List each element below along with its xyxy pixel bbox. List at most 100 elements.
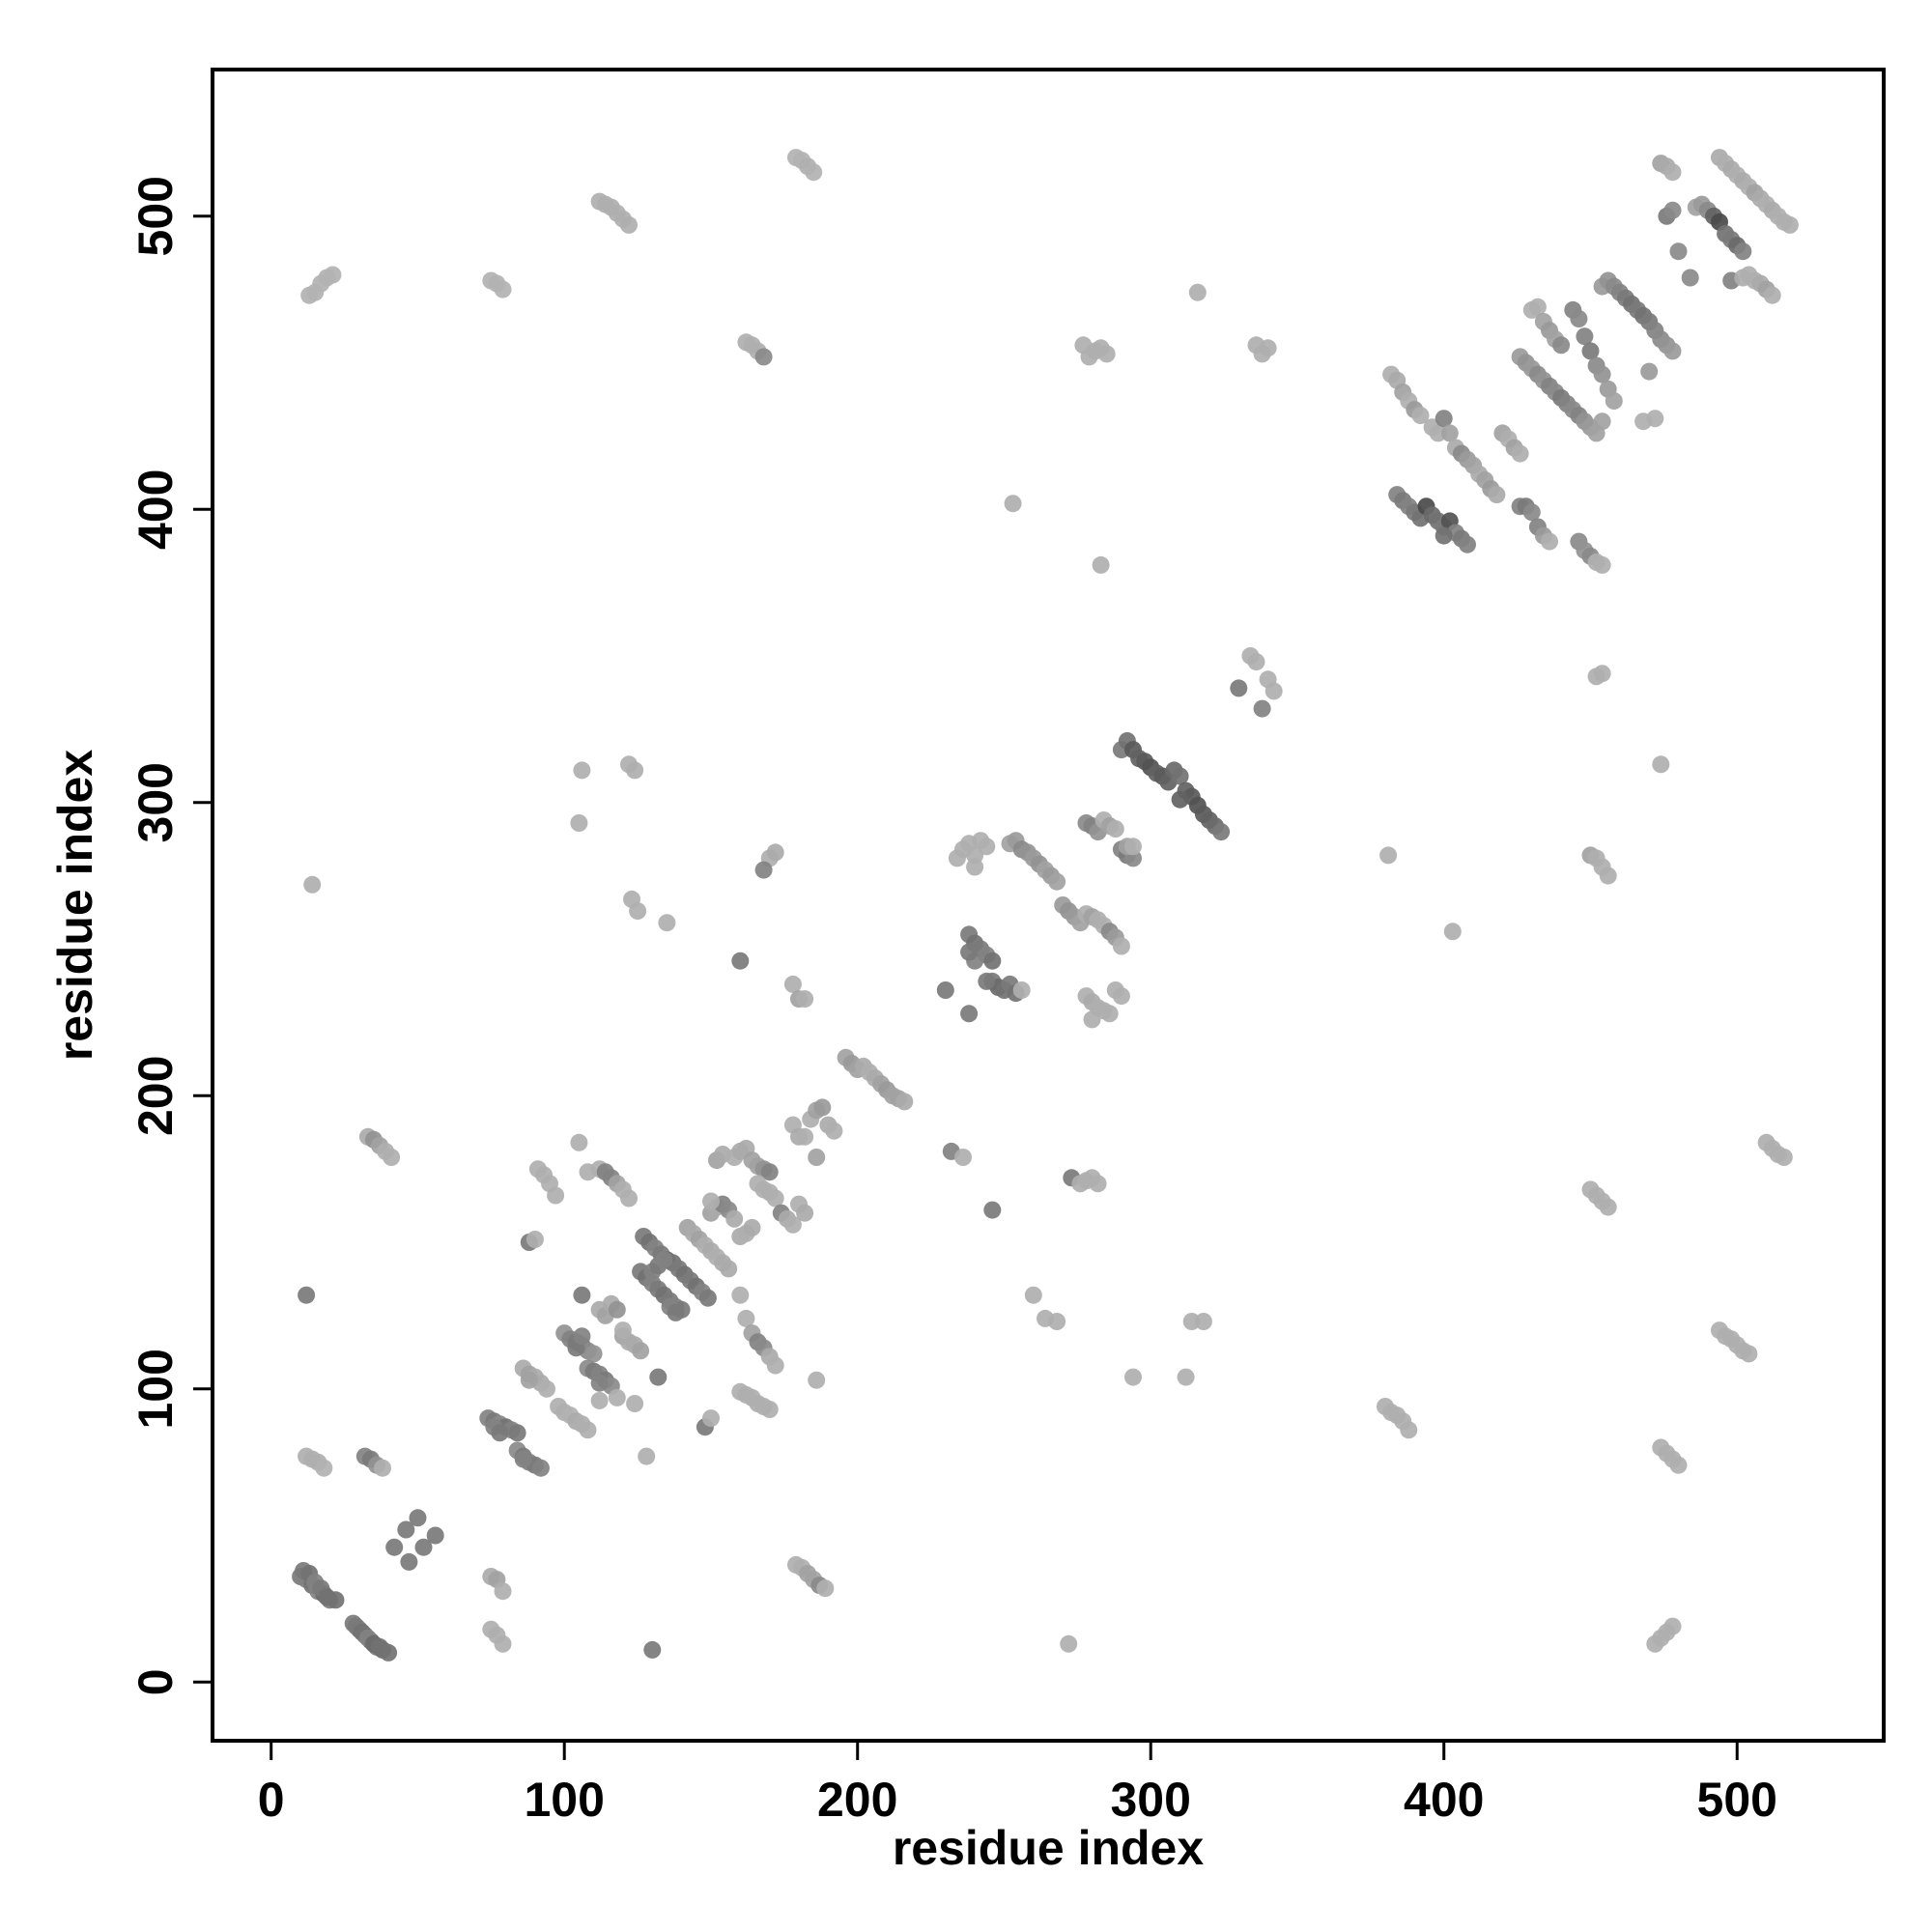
contact-point xyxy=(1004,495,1022,513)
contact-point xyxy=(573,1286,591,1304)
contact-point xyxy=(1775,1149,1793,1166)
contact-point xyxy=(1083,1010,1101,1029)
contact-point xyxy=(1576,327,1594,346)
contact-point xyxy=(1528,298,1547,316)
scatter-points xyxy=(292,149,1799,1662)
x-tick-label: 100 xyxy=(524,1773,604,1827)
contact-point xyxy=(632,1342,650,1360)
contact-point xyxy=(1681,269,1699,287)
contact-point xyxy=(1669,1456,1688,1474)
contact-point xyxy=(1097,345,1116,363)
contact-point xyxy=(1048,872,1066,891)
contact-point xyxy=(783,1215,802,1234)
contact-point xyxy=(514,1450,532,1468)
contact-point xyxy=(1092,555,1110,574)
contact-point xyxy=(1012,981,1031,999)
contact-point xyxy=(590,1391,609,1409)
contact-point xyxy=(1253,699,1271,718)
contact-point xyxy=(1259,339,1277,357)
contact-point xyxy=(520,1371,538,1389)
contact-point xyxy=(754,348,773,366)
contact-point xyxy=(1581,342,1600,360)
y-tick-label: 200 xyxy=(128,1056,183,1136)
contact-point xyxy=(966,858,984,876)
contact-point xyxy=(573,1327,591,1346)
contact-point xyxy=(816,1579,835,1598)
contact-point xyxy=(667,1303,685,1321)
contact-point xyxy=(1488,486,1506,504)
contact-point xyxy=(620,215,638,234)
contact-point xyxy=(1593,665,1611,683)
contact-point xyxy=(1511,444,1529,463)
x-tick-label: 300 xyxy=(1111,1773,1191,1827)
contact-point xyxy=(1570,310,1588,327)
contact-point xyxy=(1435,410,1453,428)
contact-point xyxy=(1024,1286,1042,1304)
contact-point xyxy=(766,1356,784,1375)
contact-point xyxy=(626,1395,644,1412)
contact-point xyxy=(531,1459,550,1477)
contact-point xyxy=(702,1409,720,1428)
contact-point xyxy=(494,1634,512,1653)
contact-point xyxy=(1124,1368,1142,1386)
y-axis: 0 100 200 300 400 500 xyxy=(128,176,213,1695)
contact-point xyxy=(783,975,802,993)
contact-point xyxy=(1124,838,1142,856)
y-tick-label: 0 xyxy=(128,1668,183,1695)
contact-point xyxy=(298,1286,316,1304)
contact-point xyxy=(1440,424,1459,442)
x-axis: 0 100 200 300 400 500 xyxy=(258,1741,1777,1827)
contact-point xyxy=(1652,755,1670,774)
contact-point xyxy=(1593,412,1611,431)
contact-point xyxy=(720,1260,738,1278)
contact-point xyxy=(760,1163,779,1181)
contact-point xyxy=(731,952,750,970)
contact-point xyxy=(1640,362,1659,381)
contact-point xyxy=(1459,535,1476,554)
contact-point xyxy=(1599,1198,1617,1216)
contact-point xyxy=(1212,823,1231,841)
contact-point xyxy=(1435,526,1453,545)
contact-point xyxy=(547,1186,565,1205)
contact-point xyxy=(760,1401,779,1418)
contact-point xyxy=(796,1204,814,1222)
contact-point xyxy=(1634,412,1653,431)
contact-point xyxy=(936,981,954,999)
contact-point xyxy=(766,843,784,862)
contact-point xyxy=(1522,503,1541,522)
contact-point xyxy=(1663,342,1682,360)
contact-point xyxy=(1669,242,1688,261)
contact-point xyxy=(573,761,591,780)
contact-point xyxy=(1593,365,1611,384)
contact-point xyxy=(629,902,647,921)
y-axis-title: residue index xyxy=(48,750,102,1062)
contact-point xyxy=(409,1509,427,1527)
contact-point xyxy=(983,952,1002,970)
x-tick-label: 0 xyxy=(258,1773,285,1827)
contact-point xyxy=(643,1640,662,1659)
y-tick-label: 400 xyxy=(128,469,183,550)
contact-point xyxy=(1740,1345,1758,1363)
contact-point xyxy=(1106,820,1124,838)
contact-point xyxy=(1552,336,1571,355)
contact-point xyxy=(978,972,996,990)
contact-point xyxy=(570,1133,588,1151)
contact-point xyxy=(754,861,773,879)
contact-point xyxy=(1663,1617,1682,1635)
contact-point xyxy=(1177,1368,1195,1386)
contact-point xyxy=(620,1189,638,1208)
contact-point xyxy=(1400,1421,1418,1439)
contact-point xyxy=(613,1321,632,1340)
contact-point xyxy=(491,1424,509,1442)
plot-frame xyxy=(211,68,1886,1743)
contact-point xyxy=(1593,555,1611,574)
contact-point xyxy=(1171,790,1189,809)
contact-point xyxy=(371,1637,388,1656)
contact-point xyxy=(1112,987,1130,1006)
contact-point xyxy=(731,1286,750,1304)
contact-point xyxy=(983,1201,1002,1219)
contact-point xyxy=(1247,653,1265,671)
contact-point xyxy=(808,1371,826,1389)
contact-point xyxy=(1089,1175,1107,1193)
